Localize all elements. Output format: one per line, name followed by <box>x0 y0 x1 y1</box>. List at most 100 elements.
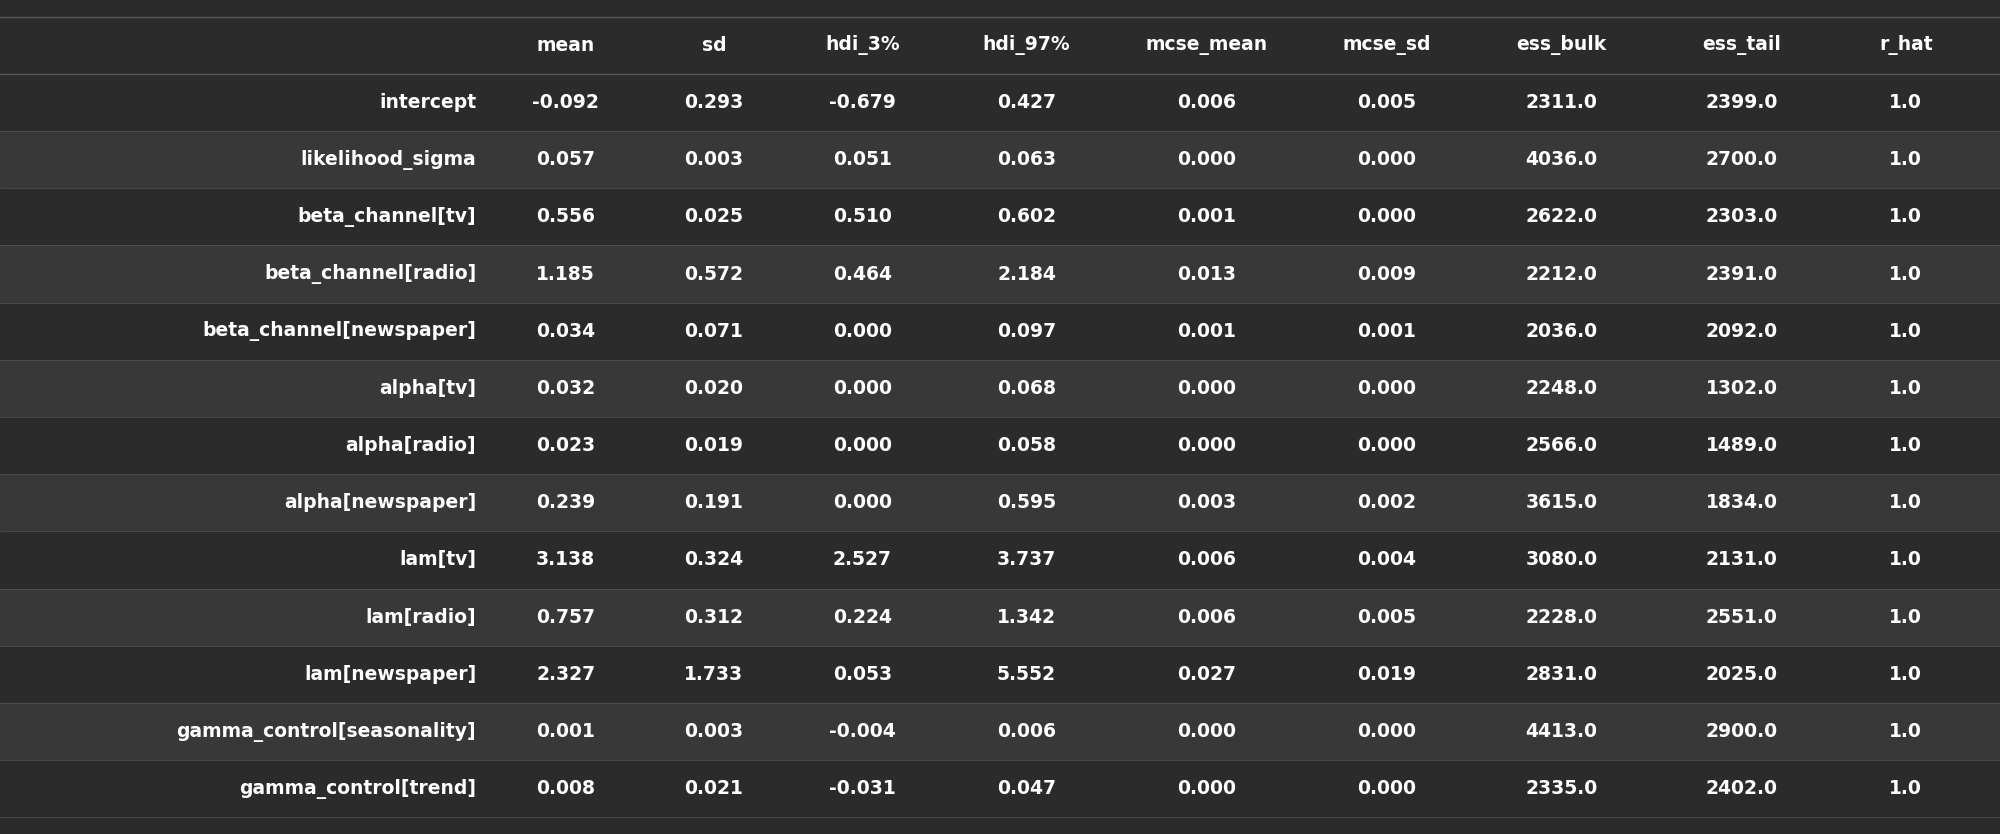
Text: 1.733: 1.733 <box>684 665 744 684</box>
Text: 0.595: 0.595 <box>996 493 1056 512</box>
Text: 0.602: 0.602 <box>996 208 1056 226</box>
Text: -0.031: -0.031 <box>828 779 896 798</box>
Text: 0.572: 0.572 <box>684 264 744 284</box>
Text: 2566.0: 2566.0 <box>1526 436 1598 455</box>
Text: 0.000: 0.000 <box>832 493 892 512</box>
Text: 2092.0: 2092.0 <box>1706 322 1778 341</box>
Text: 2700.0: 2700.0 <box>1706 150 1778 169</box>
Text: 1302.0: 1302.0 <box>1706 379 1778 398</box>
Text: beta_channel[tv]: beta_channel[tv] <box>298 207 476 227</box>
Text: 2311.0: 2311.0 <box>1526 93 1598 112</box>
Text: 0.293: 0.293 <box>684 93 744 112</box>
Text: ess_tail: ess_tail <box>1702 35 1782 55</box>
Text: mcse_mean: mcse_mean <box>1146 36 1268 55</box>
Text: 2.327: 2.327 <box>536 665 596 684</box>
Text: 0.000: 0.000 <box>1358 379 1416 398</box>
Text: 0.000: 0.000 <box>1178 379 1236 398</box>
Text: 1.0: 1.0 <box>1890 208 1922 226</box>
Text: alpha[radio]: alpha[radio] <box>346 436 476 455</box>
Text: 1.185: 1.185 <box>536 264 594 284</box>
Text: 0.000: 0.000 <box>1358 722 1416 741</box>
Text: 0.004: 0.004 <box>1358 550 1416 570</box>
Text: 0.002: 0.002 <box>1358 493 1416 512</box>
Text: 4036.0: 4036.0 <box>1526 150 1598 169</box>
Text: lam[tv]: lam[tv] <box>400 550 476 570</box>
Text: 0.034: 0.034 <box>536 322 596 341</box>
Text: 2212.0: 2212.0 <box>1526 264 1598 284</box>
Text: -0.004: -0.004 <box>828 722 896 741</box>
Text: 0.000: 0.000 <box>1178 436 1236 455</box>
Bar <box>0 589 2000 646</box>
Text: lam[radio]: lam[radio] <box>366 608 476 626</box>
Text: 0.000: 0.000 <box>832 436 892 455</box>
Text: 1.0: 1.0 <box>1890 264 1922 284</box>
Text: 2303.0: 2303.0 <box>1706 208 1778 226</box>
Text: 0.312: 0.312 <box>684 608 744 626</box>
Text: 2025.0: 2025.0 <box>1706 665 1778 684</box>
Text: alpha[newspaper]: alpha[newspaper] <box>284 493 476 512</box>
Text: 1.0: 1.0 <box>1890 665 1922 684</box>
Text: 0.000: 0.000 <box>1358 150 1416 169</box>
Text: 2399.0: 2399.0 <box>1706 93 1778 112</box>
Text: 0.006: 0.006 <box>1178 93 1236 112</box>
Text: 0.008: 0.008 <box>536 779 596 798</box>
Text: 0.757: 0.757 <box>536 608 596 626</box>
Text: 0.023: 0.023 <box>536 436 596 455</box>
Bar <box>0 131 2000 188</box>
Text: 1.0: 1.0 <box>1890 379 1922 398</box>
Text: 0.003: 0.003 <box>684 150 744 169</box>
Text: likelihood_sigma: likelihood_sigma <box>300 149 476 169</box>
Text: 1.0: 1.0 <box>1890 550 1922 570</box>
Text: 0.000: 0.000 <box>832 322 892 341</box>
Text: 0.058: 0.058 <box>996 436 1056 455</box>
Text: 0.191: 0.191 <box>684 493 744 512</box>
Text: 0.000: 0.000 <box>1358 779 1416 798</box>
Text: 0.239: 0.239 <box>536 493 596 512</box>
Text: 0.001: 0.001 <box>1178 322 1236 341</box>
Text: 0.071: 0.071 <box>684 322 744 341</box>
Text: 0.000: 0.000 <box>832 379 892 398</box>
Text: 0.057: 0.057 <box>536 150 596 169</box>
Text: 0.000: 0.000 <box>1358 208 1416 226</box>
Text: 3080.0: 3080.0 <box>1526 550 1598 570</box>
Text: 0.003: 0.003 <box>1178 493 1236 512</box>
Text: 0.025: 0.025 <box>684 208 744 226</box>
Text: 2228.0: 2228.0 <box>1526 608 1598 626</box>
Text: 0.000: 0.000 <box>1178 779 1236 798</box>
Text: 0.097: 0.097 <box>996 322 1056 341</box>
Text: 2248.0: 2248.0 <box>1526 379 1598 398</box>
Bar <box>0 531 2000 589</box>
Text: 0.000: 0.000 <box>1178 150 1236 169</box>
Bar <box>0 646 2000 703</box>
Text: 2900.0: 2900.0 <box>1706 722 1778 741</box>
Text: 0.224: 0.224 <box>832 608 892 626</box>
Text: 2036.0: 2036.0 <box>1526 322 1598 341</box>
Text: beta_channel[newspaper]: beta_channel[newspaper] <box>202 321 476 341</box>
Text: 0.000: 0.000 <box>1178 722 1236 741</box>
Text: 0.047: 0.047 <box>996 779 1056 798</box>
Text: 3.138: 3.138 <box>536 550 596 570</box>
Text: 0.006: 0.006 <box>996 722 1056 741</box>
Text: 2.184: 2.184 <box>998 264 1056 284</box>
Text: 1834.0: 1834.0 <box>1706 493 1778 512</box>
Text: 0.063: 0.063 <box>996 150 1056 169</box>
Text: 0.006: 0.006 <box>1178 550 1236 570</box>
Bar <box>0 359 2000 417</box>
Bar <box>0 760 2000 817</box>
Text: 0.027: 0.027 <box>1178 665 1236 684</box>
Text: 1.0: 1.0 <box>1890 93 1922 112</box>
Text: 0.510: 0.510 <box>832 208 892 226</box>
Text: 2131.0: 2131.0 <box>1706 550 1778 570</box>
Text: 0.001: 0.001 <box>1178 208 1236 226</box>
Text: gamma_control[trend]: gamma_control[trend] <box>240 779 476 799</box>
Text: 0.051: 0.051 <box>832 150 892 169</box>
Text: 0.006: 0.006 <box>1178 608 1236 626</box>
Text: -0.092: -0.092 <box>532 93 600 112</box>
Text: 0.021: 0.021 <box>684 779 744 798</box>
Text: 1.342: 1.342 <box>996 608 1056 626</box>
Bar <box>0 303 2000 359</box>
Text: 0.556: 0.556 <box>536 208 596 226</box>
Text: 0.019: 0.019 <box>1358 665 1416 684</box>
Text: 2391.0: 2391.0 <box>1706 264 1778 284</box>
Text: 0.068: 0.068 <box>996 379 1056 398</box>
